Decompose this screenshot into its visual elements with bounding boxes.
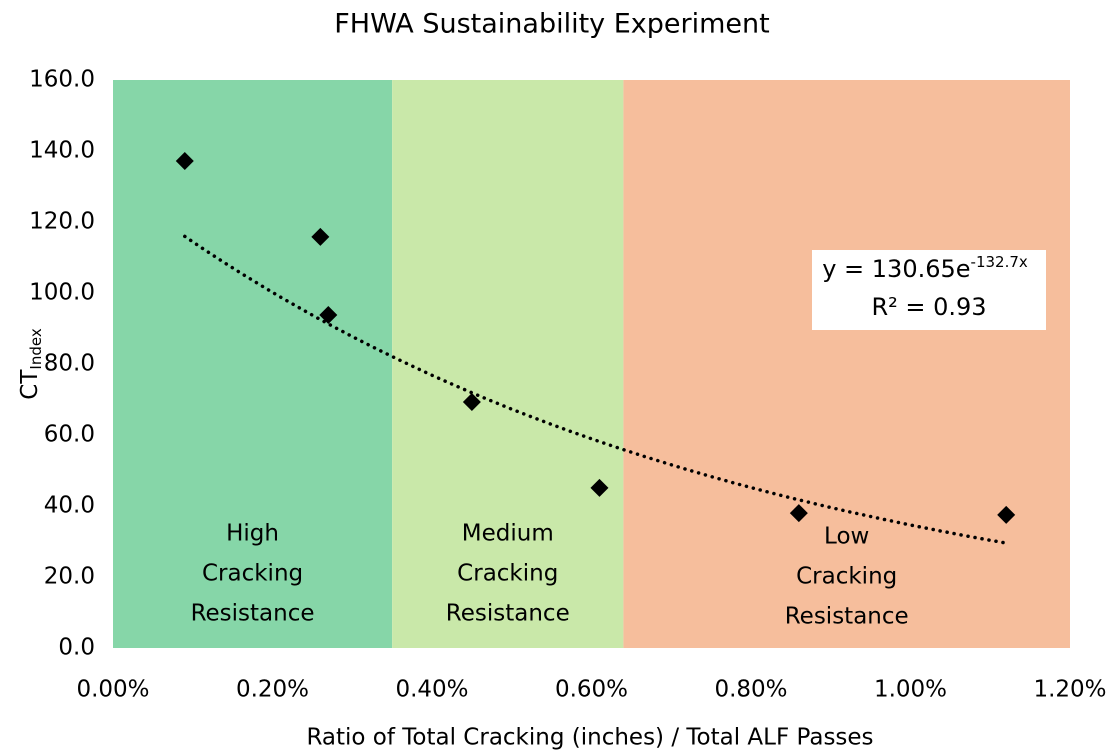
data-point	[997, 505, 1016, 524]
x-tick-label: 0.60%	[555, 677, 628, 703]
data-point	[462, 392, 481, 411]
y-axis-label: CTIndex	[17, 328, 45, 400]
x-tick-label: 1.20%	[1033, 677, 1106, 703]
x-tick-label: 0.00%	[76, 677, 149, 703]
region-label: Cracking	[202, 561, 303, 587]
region-label: Cracking	[457, 561, 558, 587]
region	[113, 80, 393, 648]
r-squared: R² = 0.93	[871, 293, 986, 321]
region-label: Medium	[462, 521, 554, 547]
y-axis-label-main: CT	[17, 369, 43, 400]
y-tick-label: 100.0	[29, 280, 95, 306]
x-tick-label: 0.20%	[236, 677, 309, 703]
y-tick-label: 80.0	[44, 351, 95, 377]
trendline	[183, 234, 1008, 545]
data-point	[319, 306, 338, 325]
x-axis-label: Ratio of Total Cracking (inches) / Total…	[306, 725, 873, 751]
region-label: Resistance	[785, 604, 909, 630]
data-point	[590, 478, 609, 497]
y-tick-label: 0.0	[58, 635, 95, 661]
x-tick-label: 1.00%	[874, 677, 947, 703]
chart-title: FHWA Sustainability Experiment	[334, 9, 770, 40]
regions: High Cracking Resistance Medium Cracking Resi…	[113, 80, 1070, 648]
equation-box	[812, 250, 1046, 330]
data-point	[311, 227, 330, 246]
region-label: High	[226, 521, 279, 547]
equation-exponent: -132.7x	[971, 253, 1028, 271]
data-point	[789, 504, 808, 523]
equation: y = 130.65e-132.7x	[822, 253, 1028, 284]
marks	[175, 151, 1016, 545]
x-tick-label: 0.80%	[714, 677, 787, 703]
y-tick-label: 160.0	[29, 67, 95, 93]
region	[623, 80, 1070, 648]
y-tick-label: 20.0	[44, 564, 95, 590]
y-tick-label: 120.0	[29, 209, 95, 235]
equation-base: y = 130.65e	[822, 255, 970, 283]
data-point	[175, 151, 194, 170]
y-axis-label-sub: Index	[27, 328, 45, 369]
y-tick-label: 40.0	[44, 493, 95, 519]
region-label: Cracking	[796, 564, 897, 590]
region-label: Resistance	[191, 601, 315, 627]
region	[392, 80, 624, 648]
y-tick-label: 60.0	[44, 422, 95, 448]
region-label: Resistance	[446, 601, 570, 627]
y-tick-label: 140.0	[29, 138, 95, 164]
x-tick-label: 0.40%	[395, 677, 468, 703]
region-label: Low	[824, 524, 869, 550]
